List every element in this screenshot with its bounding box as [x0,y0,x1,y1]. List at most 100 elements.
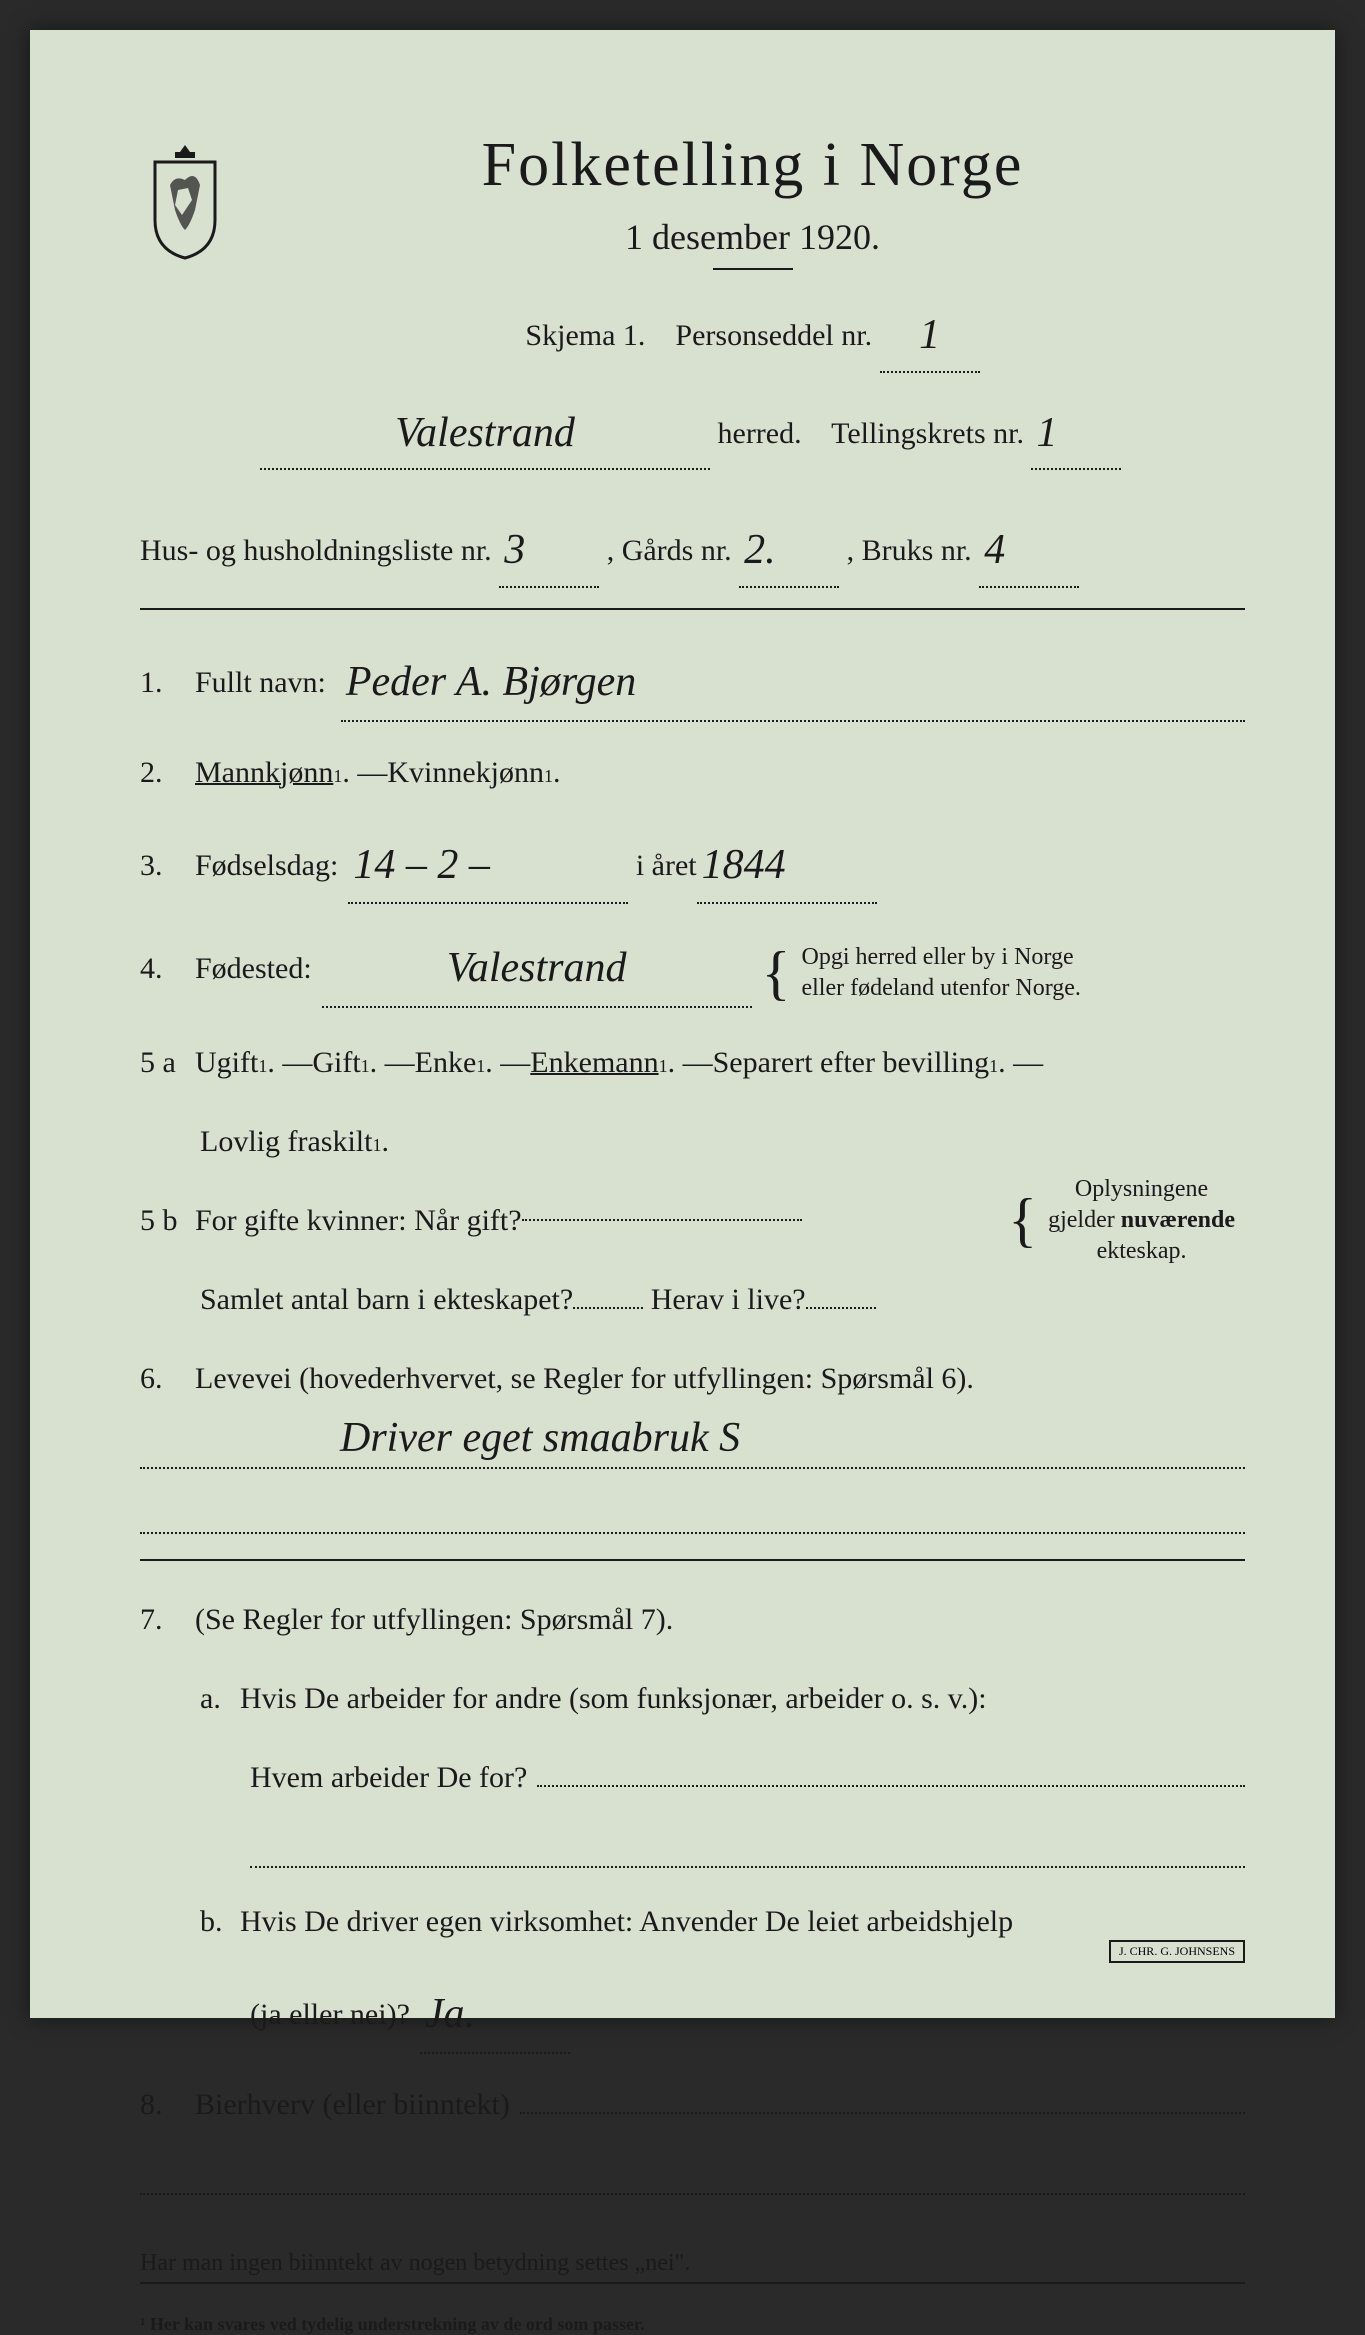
gards-field: 2. [739,510,839,588]
q1-row: 1. Fullt navn: Peder A. Bjørgen [140,640,1245,722]
q4-field: Valestrand [322,926,752,1008]
tellingskrets-field: 1 [1031,393,1121,471]
q3-row: 3. Fødselsdag: 14 – 2 – i året 1844 [140,823,1245,905]
skjema-label: Skjema 1. [525,319,645,352]
q7a-label2: Hvem arbeider De for? [250,1749,527,1806]
q5b-note-l2: gjelder nuværende [1048,1207,1235,1233]
q1-num: 1. [140,654,195,711]
q5b-label3: Herav i live? [651,1271,806,1328]
q5a-separert: Separert efter bevilling [713,1034,990,1091]
herred-label: herred. [718,417,802,450]
q8-field [520,2112,1245,2114]
q5a-enke: Enke [415,1034,477,1091]
census-form-document: Folketelling i Norge 1 desember 1920. Sk… [30,30,1335,2018]
q1-value: Peder A. Bjørgen [346,659,636,705]
q3-year: 1844 [702,842,786,888]
q7b-value: Ja. [425,1991,475,2037]
q5a-enkemann: Enkemann [530,1034,658,1091]
bruks-label: , Bruks nr. [847,534,972,567]
q5b-gift-field [522,1219,802,1221]
q7a-row2: Hvem arbeider De for? [140,1749,1245,1806]
q4-row: 4. Fødested: Valestrand { Opgi herred el… [140,926,1245,1011]
q5b-row1: 5 b For gifte kvinner: Når gift? { Oplys… [140,1192,1245,1249]
coat-of-arms-icon [140,140,230,260]
q6-label: Levevei (hovederhvervet, se Regler for u… [195,1350,974,1407]
q5b-live-field [806,1307,876,1309]
brace-icon-2: { [1008,1181,1037,1259]
q6-num: 6. [140,1350,195,1407]
footer-note: Har man ingen biinntekt av nogen betydni… [140,2235,1245,2277]
q3-num: 3. [140,837,195,894]
bruks-field: 4 [979,510,1079,588]
q3-year-label: i året [636,837,697,894]
footer-divider [140,2282,1245,2284]
q4-value: Valestrand [447,945,627,991]
q7-row: 7. (Se Regler for utfyllingen: Spørsmål … [140,1591,1245,1648]
skjema-line: Skjema 1. Personseddel nr. 1 [260,295,1245,373]
husliste-line: Hus- og husholdningsliste nr. 3 , Gårds … [140,510,1245,588]
q7b-field: Ja. [420,1972,570,2054]
q7b-label2: (ja eller nei)? [250,1986,410,2043]
q5a-row: 5 a Ugift1. — Gift1. — Enke1. — Enkemann… [140,1034,1245,1091]
q6-field: Driver eget smaabruk S [140,1429,1245,1469]
q3-day-field: 14 – 2 – [348,823,628,905]
q2-sep: . — [342,744,387,801]
footer-tiny: ¹ Her kan svares ved tydelig understrekn… [140,2314,1245,2335]
q5a-gift: Gift [312,1034,360,1091]
q4-note-content: Opgi herred eller by i Norge eller fødel… [801,942,1080,1004]
printer-stamp: J. CHR. G. JOHNSENS [1109,1940,1245,1963]
q2-row: 2. Mannkjønn1 . — Kvinnekjønn1. [140,744,1245,801]
husliste-label: Hus- og husholdningsliste nr. [140,534,492,567]
q5a-fraskilt: Lovlig fraskilt [200,1113,372,1170]
q3-year-field: 1844 [697,823,877,905]
q5b-note-l3: ekteskap. [1097,1238,1187,1264]
form-section: 1. Fullt navn: Peder A. Bjørgen 2. Mannk… [140,640,1245,2335]
main-title: Folketelling i Norge [260,130,1245,201]
brace-icon: { [762,934,791,1012]
q7a-label1: Hvis De arbeider for andre (som funksjon… [240,1670,987,1727]
q2-kvinne: Kvinnekjønn [387,744,544,801]
q8-field-2 [140,2155,1245,2195]
q7b-num: b. [200,1893,240,1950]
gards-nr: 2. [744,527,776,573]
tellingskrets-label: Tellingskrets nr. [831,417,1024,450]
q5a-row2: Lovlig fraskilt1. [140,1113,1245,1170]
q7b-row1: b. Hvis De driver egen virksomhet: Anven… [140,1893,1245,1950]
q7a-num: a. [200,1670,240,1727]
personseddel-nr-field: 1 [880,295,980,373]
q7-num: 7. [140,1591,195,1648]
q4-note-l2: eller fødeland utenfor Norge. [801,975,1080,1001]
q1-field: Peder A. Bjørgen [341,640,1245,722]
q5b-note-content: Oplysningene gjelder nuværende ekteskap. [1048,1174,1235,1268]
herred-line: Valestrand herred. Tellingskrets nr. 1 [260,393,1245,471]
q5b-num: 5 b [140,1192,195,1249]
q3-label: Fødselsdag: [195,837,338,894]
q7b-label1: Hvis De driver egen virksomhet: Anvender… [240,1893,1013,1950]
q2-sup1: 1 [333,759,342,793]
personseddel-nr: 1 [919,312,940,358]
bruks-nr: 4 [984,527,1005,573]
q8-row: 8. Bierhverv (eller biinntekt) [140,2076,1245,2133]
q7a-field-2 [250,1828,1245,1868]
q2-mann: Mannkjønn [195,744,333,801]
q7b-row2: (ja eller nei)? Ja. [140,1972,1245,2054]
herred-field: Valestrand [260,393,710,471]
q7a-row1: a. Hvis De arbeider for andre (som funks… [140,1670,1245,1727]
q8-num: 8. [140,2076,195,2133]
header-divider [140,608,1245,610]
title-block: Folketelling i Norge 1 desember 1920. Sk… [260,130,1245,490]
q6-divider [140,1559,1245,1561]
personseddel-label: Personseddel nr. [675,319,872,352]
q4-num: 4. [140,940,195,997]
q7a-field [537,1785,1245,1787]
shield-svg [140,140,230,260]
q5b-barn-field [573,1307,643,1309]
q6-field-2 [140,1494,1245,1534]
q2-sup2: 1 [544,759,553,793]
q4-label: Fødested: [195,940,312,997]
q5a-num: 5 a [140,1034,195,1091]
gards-label: , Gårds nr. [607,534,732,567]
q1-label: Fullt navn: [195,654,326,711]
title-divider [713,268,793,270]
q5b-note-l1: Oplysningene [1075,1176,1208,1202]
